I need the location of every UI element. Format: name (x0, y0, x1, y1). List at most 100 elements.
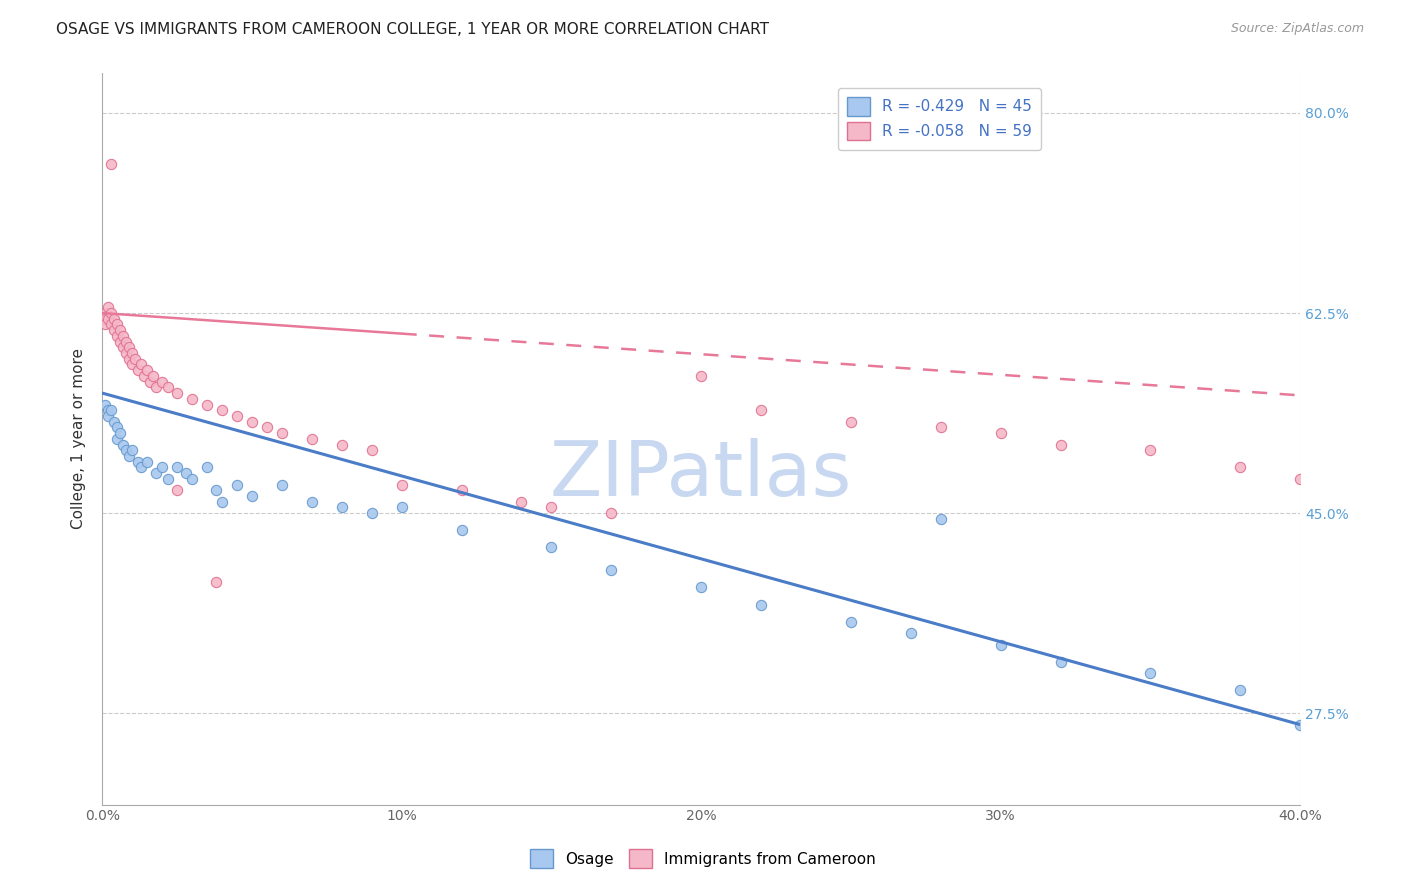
Point (391, 477, 413, 491)
Point (205, 483, 228, 498)
Point (124, 351, 146, 366)
Point (270, 426, 292, 441)
Point (108, 426, 131, 441)
Point (1289, 472, 1312, 486)
Point (166, 483, 188, 498)
Point (97, 311, 120, 326)
Point (540, 500, 562, 515)
Point (226, 477, 249, 491)
Point (94, 397, 117, 411)
Point (990, 426, 1012, 441)
Point (211, 494, 233, 508)
Point (900, 626, 922, 640)
Point (100, 306, 122, 320)
Point (330, 500, 353, 515)
Point (990, 638, 1012, 652)
Point (1049, 437, 1071, 451)
Point (540, 541, 562, 555)
Point (145, 380, 167, 394)
Point (112, 437, 135, 451)
Text: Source: ZipAtlas.com: Source: ZipAtlas.com (1230, 22, 1364, 36)
Point (121, 346, 143, 360)
Point (94, 318, 117, 332)
Point (450, 483, 472, 498)
Text: OSAGE VS IMMIGRANTS FROM CAMEROON COLLEGE, 1 YEAR OR MORE CORRELATION CHART: OSAGE VS IMMIGRANTS FROM CAMEROON COLLEG… (56, 22, 769, 37)
Point (150, 460, 173, 475)
Point (600, 506, 623, 520)
Point (1289, 717, 1312, 731)
Point (929, 512, 952, 526)
Point (240, 489, 263, 503)
Point (103, 323, 125, 337)
Point (97, 403, 120, 417)
Point (115, 346, 138, 360)
Point (112, 329, 135, 343)
Point (94, 306, 117, 320)
Point (127, 363, 149, 377)
Point (118, 449, 141, 463)
Point (301, 432, 323, 446)
Point (94, 311, 117, 326)
Point (100, 403, 122, 417)
Point (360, 506, 382, 520)
Point (139, 375, 162, 389)
Point (195, 397, 218, 411)
Point (195, 460, 218, 475)
Point (115, 443, 138, 458)
Point (157, 472, 180, 486)
Point (100, 157, 122, 171)
Point (108, 334, 131, 349)
Point (839, 615, 862, 629)
Point (136, 455, 159, 469)
Point (115, 334, 138, 349)
Point (105, 318, 128, 332)
Point (360, 443, 382, 458)
Point (211, 403, 233, 417)
Point (108, 323, 131, 337)
Point (240, 415, 263, 429)
Point (929, 420, 952, 434)
Point (112, 340, 135, 354)
Y-axis label: College, 1 year or more: College, 1 year or more (72, 348, 86, 529)
Point (1229, 683, 1251, 698)
Point (749, 403, 772, 417)
Legend: Osage, Immigrants from Cameroon: Osage, Immigrants from Cameroon (523, 841, 883, 875)
Point (103, 311, 125, 326)
Point (129, 358, 152, 372)
Point (690, 368, 713, 383)
Point (391, 500, 413, 515)
Point (600, 563, 623, 577)
Point (1139, 443, 1161, 458)
Point (105, 329, 128, 343)
Point (256, 420, 278, 434)
Point (100, 318, 122, 332)
Point (450, 523, 472, 537)
Point (105, 432, 128, 446)
Point (166, 460, 188, 475)
Point (510, 494, 533, 508)
Point (134, 368, 156, 383)
Point (174, 466, 197, 480)
Point (121, 443, 143, 458)
Point (150, 375, 173, 389)
Point (181, 392, 204, 406)
Point (839, 415, 862, 429)
Point (136, 363, 159, 377)
Point (270, 477, 292, 491)
Legend: R = -0.429   N = 45, R = -0.058   N = 59: R = -0.429 N = 45, R = -0.058 N = 59 (838, 88, 1040, 150)
Point (226, 409, 249, 423)
Point (97, 409, 120, 423)
Point (103, 415, 125, 429)
Point (157, 380, 180, 394)
Point (1229, 460, 1251, 475)
Point (330, 437, 353, 451)
Point (166, 386, 188, 401)
Point (749, 598, 772, 612)
Point (1139, 666, 1161, 681)
Point (118, 351, 141, 366)
Point (181, 472, 204, 486)
Point (301, 494, 323, 508)
Point (127, 455, 149, 469)
Point (129, 460, 152, 475)
Point (121, 358, 143, 372)
